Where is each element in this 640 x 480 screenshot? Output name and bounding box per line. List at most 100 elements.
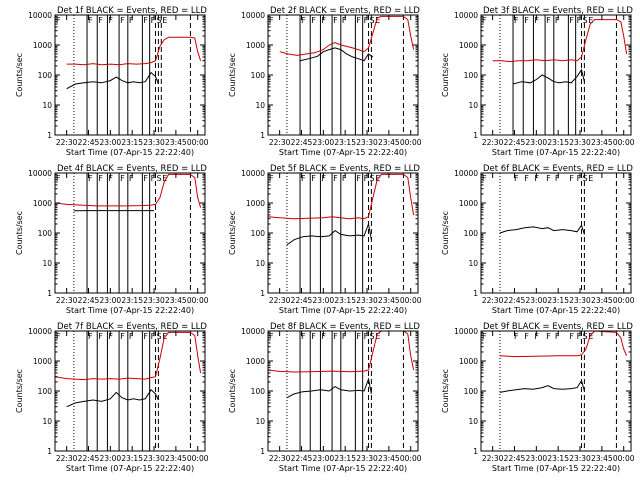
series-line-lld (279, 15, 415, 56)
series-line-events (499, 224, 585, 235)
y-tick-label: 1 (473, 447, 478, 456)
marker-label: F (333, 174, 338, 183)
x-tick-label: 23:45 (591, 296, 613, 305)
marker-label: F (143, 16, 148, 25)
y-axis-label: Counts/sec (441, 369, 450, 413)
panel-title: Det 5f BLACK = Events, RED = LLD (270, 164, 420, 174)
y-tick-label: 10000 (28, 327, 52, 336)
x-axis-label: Start Time (07-Apr-15 22:22:40) (66, 464, 194, 473)
plot-frame (54, 330, 206, 452)
y-axis-label: Counts/sec (441, 211, 450, 255)
y-tick-label: 1 (260, 447, 265, 456)
x-tick-label: 23:15 (121, 454, 143, 463)
marker-label: F (364, 332, 369, 341)
x-tick-label: 22:30 (482, 454, 504, 463)
marker-label: S (369, 16, 374, 25)
marker-label: F (301, 332, 306, 341)
x-tick-label: 22:30 (56, 454, 78, 463)
x-tick-label: 22:30 (269, 454, 291, 463)
series-line-events (66, 389, 159, 408)
marker-label: F (143, 332, 148, 341)
y-tick-label: 10000 (241, 11, 265, 20)
x-tick-label: 22:45 (504, 454, 526, 463)
marker-label: F (546, 16, 551, 25)
marker-label: F (524, 174, 529, 183)
x-tick-label: 23:45 (591, 454, 613, 463)
y-tick-label: 1000 (459, 199, 478, 208)
marker-label: F (356, 332, 361, 341)
marker-label: F (482, 16, 487, 25)
plot-frame (267, 330, 419, 452)
marker-label: F (577, 332, 582, 341)
x-axis-label: Start Time (07-Apr-15 22:22:40) (66, 306, 194, 315)
x-tick-label: 23:30 (356, 296, 378, 305)
marker-label: F (356, 16, 361, 25)
y-axis-label: Counts/sec (228, 211, 237, 255)
y-tick-label: 1 (473, 131, 478, 140)
x-tick-label: 23:00 (100, 454, 122, 463)
panel-title: Det 7f BLACK = Events, RED = LLD (57, 322, 207, 332)
x-tick-label: 23:15 (547, 138, 569, 147)
x-tick-label: 23:30 (143, 296, 165, 305)
series-line-lld (54, 331, 202, 381)
marker-label: F (129, 174, 134, 183)
x-tick-label: 23:45 (165, 296, 187, 305)
marker-label: F (56, 174, 61, 183)
marker-label: E (162, 174, 167, 183)
x-tick-label: 22:30 (56, 138, 78, 147)
marker-label: F (120, 332, 125, 341)
y-tick-label: 100 (464, 71, 479, 80)
x-tick-label: 23:15 (334, 138, 356, 147)
x-tick-label: 00:00 (613, 138, 635, 147)
marker-label: F (569, 332, 574, 341)
marker-label: F (56, 16, 61, 25)
y-tick-label: 10000 (241, 169, 265, 178)
x-tick-label: 23:15 (121, 138, 143, 147)
y-axis-label: Counts/sec (228, 53, 237, 97)
x-axis-label: Start Time (07-Apr-15 22:22:40) (279, 148, 407, 157)
x-tick-label: 23:15 (121, 296, 143, 305)
y-tick-label: 1000 (33, 41, 52, 50)
x-tick-label: 00:00 (187, 296, 209, 305)
x-tick-label: 23:00 (526, 138, 548, 147)
series-line-events (512, 68, 585, 85)
y-tick-label: 100 (251, 229, 266, 238)
x-tick-label: 23:00 (526, 454, 548, 463)
marker-label: F (108, 16, 113, 25)
panel-title: Det 2f BLACK = Events, RED = LLD (270, 6, 420, 16)
y-tick-label: 1000 (33, 357, 52, 366)
marker-label: F (321, 16, 326, 25)
plot-frame (54, 14, 206, 136)
marker-label: F (120, 16, 125, 25)
x-tick-label: 23:45 (165, 454, 187, 463)
marker-label: F (311, 16, 316, 25)
panel-title: Det 3f BLACK = Events, RED = LLD (483, 6, 633, 16)
x-tick-label: 23:15 (334, 454, 356, 463)
plot-frame (480, 330, 632, 452)
marker-label: F (333, 16, 338, 25)
y-tick-label: 10 (468, 259, 478, 268)
marker-label: S (582, 332, 587, 341)
marker-label: F (534, 332, 539, 341)
y-tick-label: 1 (260, 131, 265, 140)
marker-label: S (582, 16, 587, 25)
marker-label: F (56, 332, 61, 341)
y-tick-label: 10000 (28, 169, 52, 178)
y-axis-label: Counts/sec (441, 53, 450, 97)
x-tick-label: 23:00 (100, 296, 122, 305)
x-tick-label: 00:00 (400, 138, 422, 147)
x-tick-label: 00:00 (400, 296, 422, 305)
x-tick-label: 22:45 (291, 296, 313, 305)
marker-label: F (301, 16, 306, 25)
x-tick-label: 23:30 (569, 454, 591, 463)
y-axis-label: Counts/sec (15, 211, 24, 255)
marker-label: F (514, 16, 519, 25)
x-tick-label: 23:45 (165, 138, 187, 147)
marker-label: F (364, 174, 369, 183)
marker-label: F (364, 16, 369, 25)
